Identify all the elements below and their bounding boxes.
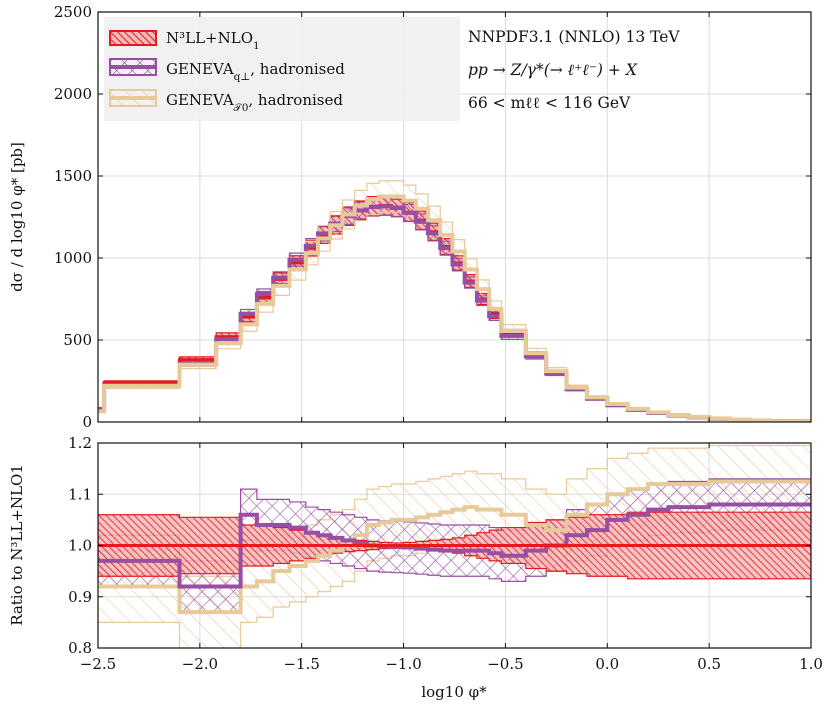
y-tick-label: 0 (82, 413, 92, 431)
y-tick-label: 2500 (54, 3, 92, 21)
ratio-y-ticks: 0.8 0.9 1.0 1.1 1.2 (68, 434, 811, 657)
x-tick-label: 0.5 (697, 655, 721, 673)
x-axis-label: log10 φ* (421, 683, 487, 701)
legend-entry-geneva-tau: GENEVA𝒯0, hadronised (109, 89, 343, 114)
legend-label-tail: , hadronised (248, 91, 343, 109)
y-tick-label: 1.1 (68, 485, 92, 503)
x-tick-label: −2.0 (182, 655, 218, 673)
series-line-geneva_tau (98, 194, 811, 422)
legend-label-subscript: 𝒯0 (234, 102, 249, 114)
legend-label-tail: , hadronised (250, 60, 345, 78)
y-tick-label: 1000 (54, 249, 92, 267)
y-tick-label: 500 (63, 331, 92, 349)
y-tick-label: 2000 (54, 85, 92, 103)
ratio-y-axis-label: Ratio to N³LL+NLO1 (8, 464, 26, 626)
annotation-process: pp → Z/γ*(→ ℓ⁺ℓ⁻) + X (468, 61, 638, 79)
main-x-ticks (97, 12, 812, 422)
main-y-ticks: 0 500 1000 1500 2000 2500 (54, 3, 811, 431)
legend-background (104, 17, 460, 121)
legend-label-subscript: q⊥ (234, 71, 251, 83)
legend-label-base: GENEVA (166, 60, 234, 78)
legend-swatch-n3ll (109, 30, 157, 46)
ratio-line-geneva_tau (98, 479, 811, 615)
x-tick-label: −2.5 (80, 655, 116, 673)
x-tick-label: −1.5 (283, 655, 319, 673)
legend-entry-n3ll: N³LL+NLO1 (109, 29, 260, 52)
x-tick-label: −1.0 (385, 655, 421, 673)
ratio-x-ticks: −2.5 −2.0 −1.5 −1.0 −0.5 0.0 0.5 1.0 (80, 443, 823, 673)
y-tick-label: 1500 (54, 167, 92, 185)
x-tick-label: 0.0 (595, 655, 619, 673)
ratio-panel: 0.80.91.01.11.2 −2.5 −2.0 −1.5 −1.0 −0.5 0.0 0… (8, 434, 823, 701)
y-tick-label: 1.0 (68, 537, 92, 555)
legend-label-subscript: 1 (253, 40, 260, 52)
y-tick-label: 0.8 (68, 639, 92, 657)
legend-label-n3ll: N³LL+NLO1 (166, 29, 260, 52)
ratio-lines (98, 479, 811, 615)
main-lines (98, 194, 811, 422)
legend-entry-geneva-qt: GENEVAq⊥, hadronised (109, 58, 345, 83)
annotation-pdf: NNPDF3.1 (NNLO) 13 TeV (468, 28, 680, 46)
uncertainty-band-geneva_tau (98, 180, 811, 422)
y-tick-label: 0.9 (68, 588, 92, 606)
y-tick-label: 1.2 (68, 434, 92, 452)
annotation-mass-window: 66 < mℓℓ < 116 GeV (468, 94, 631, 112)
annotations: NNPDF3.1 (NNLO) 13 TeV pp → Z/γ*(→ ℓ⁺ℓ⁻)… (468, 28, 680, 112)
x-tick-label: −0.5 (487, 655, 523, 673)
main-y-axis-label: dσ / d log10 φ* [pb] (8, 142, 26, 292)
legend-label-base: GENEVA (166, 91, 234, 109)
ratio-line-geneva_qt (98, 502, 811, 589)
legend-label-base: N³LL+NLO (166, 29, 253, 47)
legend-label-geneva-tau: GENEVA𝒯0, hadronised (166, 91, 343, 114)
legend: N³LL+NLO1 GENEVAq⊥, hadronised GENEVA𝒯0,… (104, 17, 460, 121)
legend-label-geneva-qt: GENEVAq⊥, hadronised (166, 60, 345, 83)
x-tick-label: 1.0 (799, 655, 823, 673)
